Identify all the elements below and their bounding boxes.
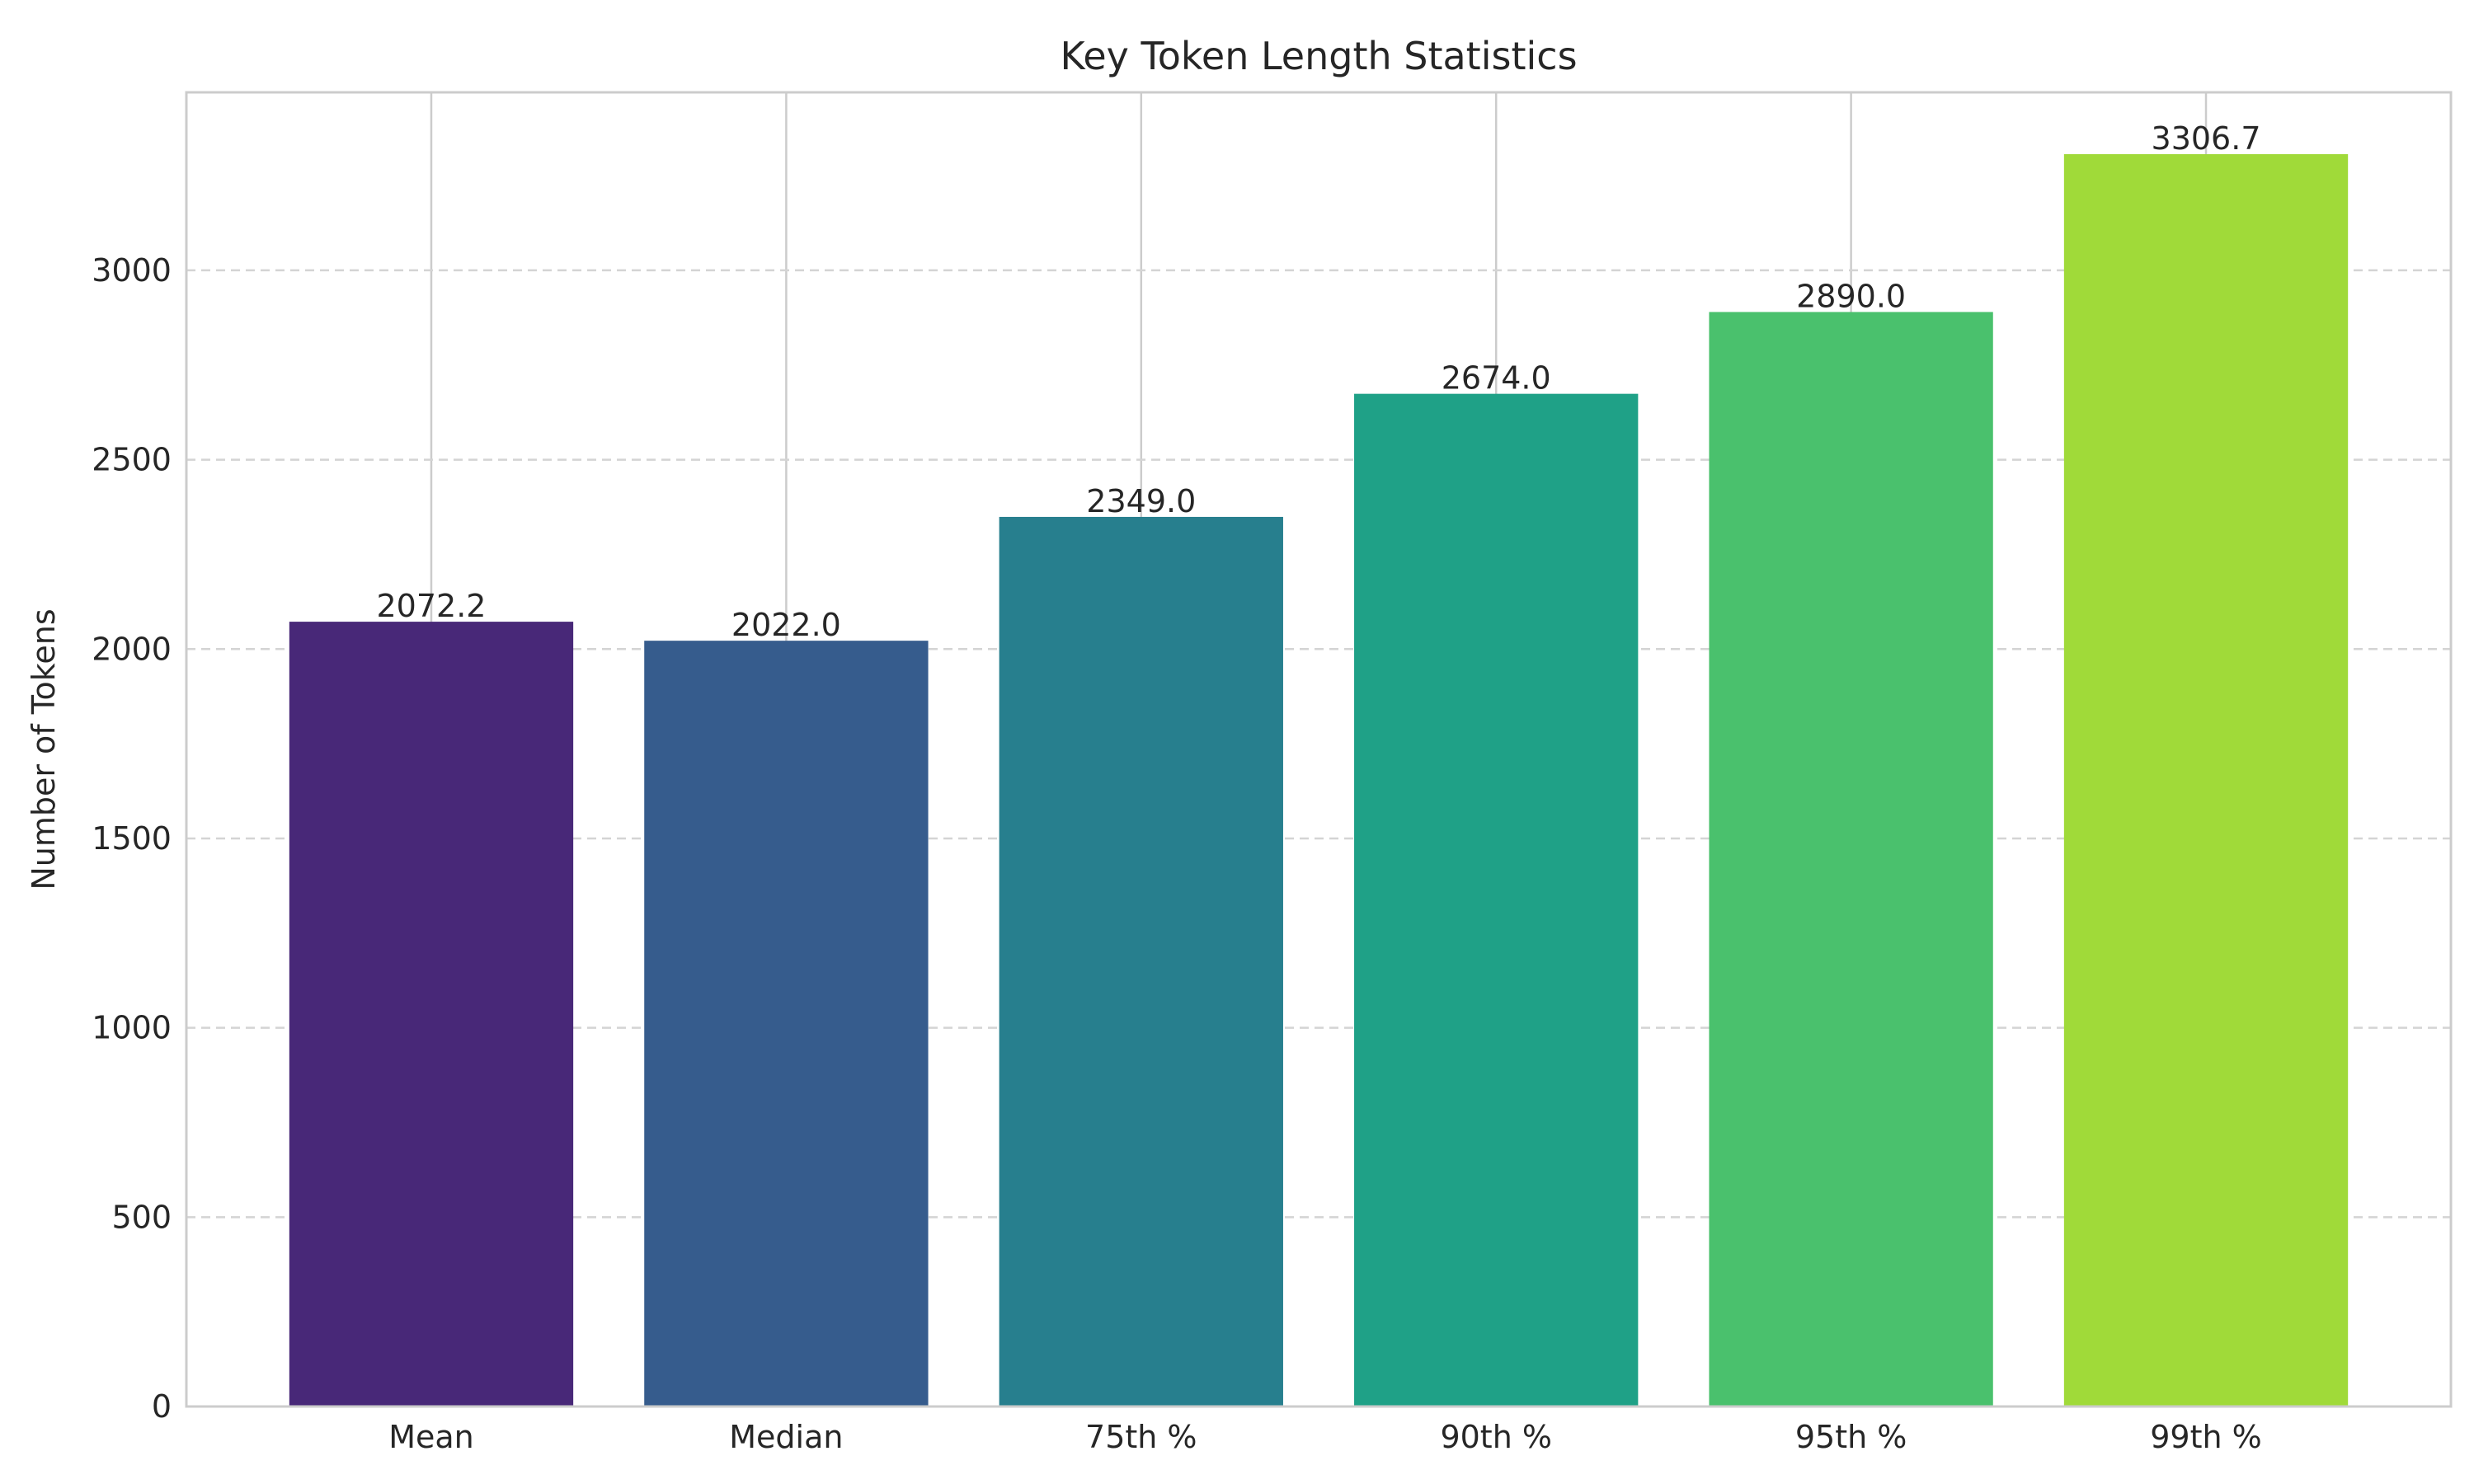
y-tick-labels: 0 500 1000 1500 2000 2500 3000 [92,252,172,1425]
plot-frame [185,91,2453,1408]
chart-title: Key Token Length Statistics [1060,34,1577,78]
x-tick-label: 90th % [1440,1419,1552,1455]
x-tick-label: 95th % [1795,1419,1907,1455]
bar-layer [289,154,2349,1407]
bar-90th [1354,393,1639,1407]
y-tick-label: 1000 [92,1010,172,1046]
data-label: 2022.0 [731,607,841,643]
bar-99th [2063,154,2349,1407]
data-label: 2072.2 [376,588,486,624]
y-tick-label: 2500 [92,442,172,478]
y-tick-label: 0 [152,1388,172,1425]
y-axis-title: Number of Tokens [26,608,62,890]
data-label: 2349.0 [1086,483,1196,519]
x-tick-label: Median [729,1419,843,1455]
bar-95th [1709,312,1993,1407]
data-label: 3306.7 [2152,120,2261,157]
data-label: 2674.0 [1442,360,1551,397]
y-tick-label: 1500 [92,820,172,857]
y-tick-label: 500 [111,1199,172,1235]
x-tick-label: 99th % [2150,1419,2262,1455]
data-label: 2890.0 [1796,278,1906,314]
x-tick-label: Mean [388,1419,474,1455]
x-tick-labels: Mean Median 75th % 90th % 95th % 99th % [388,1419,2262,1455]
x-tick-label: 75th % [1085,1419,1197,1455]
bar-75th [999,516,1283,1407]
bar-mean [289,622,574,1407]
data-labels: 2072.2 2022.0 2349.0 2674.0 2890.0 3306.7 [376,120,2260,643]
y-tick-label: 3000 [92,252,172,289]
y-tick-label: 2000 [92,631,172,667]
bar-median [644,641,929,1407]
